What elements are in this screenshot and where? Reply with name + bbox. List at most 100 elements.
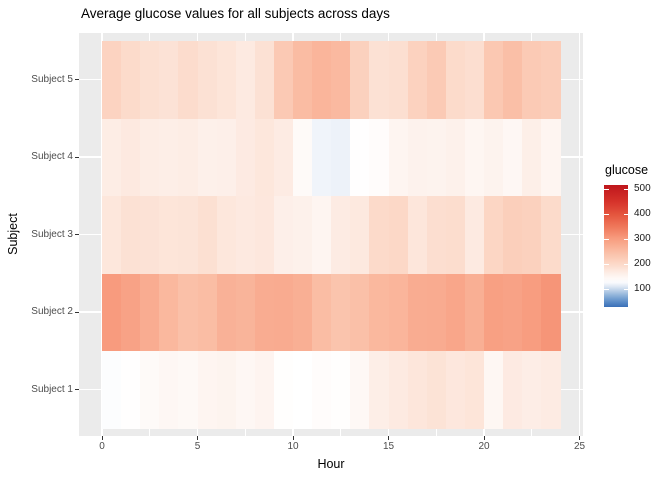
heatmap-cell (121, 273, 141, 352)
heatmap-cell (178, 118, 199, 197)
x-tick-label: 0 (99, 441, 105, 452)
legend-tick-label: 500 (634, 183, 651, 194)
heatmap-cell (178, 273, 199, 352)
legend-tick-mark (623, 189, 628, 190)
legend-tick-mark (604, 239, 609, 240)
heatmap-cell (464, 40, 485, 119)
heatmap-cell (331, 40, 351, 119)
chart-title: Average glucose values for all subjects … (81, 6, 390, 21)
heatmap-cell (273, 118, 294, 197)
heatmap-cell (159, 40, 180, 119)
heatmap-cell (369, 195, 390, 274)
heatmap-cell (541, 118, 562, 197)
heatmap-cell (388, 40, 409, 119)
heatmap-cell (293, 195, 313, 274)
heatmap-cell (407, 118, 428, 197)
heatmap-cell (140, 40, 160, 119)
heatmap-cell (197, 118, 218, 197)
legend-tick-mark (604, 214, 609, 215)
heatmap-cell (484, 350, 504, 429)
heatmap-cell (426, 118, 447, 197)
heatmap-cell (331, 273, 351, 352)
heatmap-cell (350, 350, 371, 429)
heatmap-cell (541, 273, 562, 352)
heatmap-cell (293, 118, 313, 197)
x-tick-label: 15 (382, 441, 395, 452)
heatmap-cell (407, 350, 428, 429)
heatmap-cell (484, 40, 504, 119)
legend-tick-label: 100 (634, 283, 651, 294)
heatmap-cell (197, 40, 218, 119)
legend-tick-mark (623, 239, 628, 240)
heatmap-cell (464, 118, 485, 197)
heatmap-cell (178, 350, 199, 429)
x-tick-label: 20 (478, 441, 490, 452)
heatmap-cell (235, 273, 256, 352)
x-axis-title: Hour (317, 457, 345, 471)
heatmap-cell (426, 40, 447, 119)
heatmap-cell (197, 350, 218, 429)
heatmap-cell (369, 273, 390, 352)
heatmap-cell (541, 195, 562, 274)
heatmap-cell (350, 195, 371, 274)
heatmap-cell (216, 273, 237, 352)
x-tick-label: 25 (573, 441, 586, 452)
heatmap-cell (216, 350, 237, 429)
x-tick-label: 5 (194, 441, 201, 452)
heatmap-cell (312, 195, 332, 274)
x-tick-label: 10 (287, 441, 299, 452)
heatmap-cell (503, 118, 523, 197)
heatmap-cell (235, 350, 256, 429)
plot-panel (79, 33, 583, 436)
heatmap-cell (464, 273, 485, 352)
legend-tick-mark (623, 264, 628, 265)
heatmap-cell (522, 350, 542, 429)
heatmap-cell (522, 40, 542, 119)
heatmap-cell (159, 273, 180, 352)
heatmap-cell (522, 273, 542, 352)
heatmap-cell (102, 195, 122, 274)
heatmap-cell (293, 40, 313, 119)
heatmap-cell (445, 273, 466, 352)
heatmap-cell (369, 350, 390, 429)
heatmap-cell (350, 40, 371, 119)
heatmap-cell (388, 350, 409, 429)
heatmap-cell (178, 40, 199, 119)
heatmap-cell (350, 273, 371, 352)
heatmap-cell (388, 118, 409, 197)
x-tick-mark (579, 436, 580, 440)
legend-tick-mark (604, 289, 609, 290)
heatmap-cell (121, 350, 141, 429)
legend-tick-mark (604, 264, 609, 265)
heatmap-cell (235, 40, 256, 119)
heatmap-cell (140, 350, 160, 429)
y-tick-label: Subject 5 (31, 73, 73, 85)
y-tick-label: Subject 4 (31, 151, 73, 162)
heatmap-cell (159, 118, 180, 197)
heatmap-cell (484, 118, 504, 197)
legend: glucose 500 400 300 200 100 (596, 160, 672, 320)
legend-colorbar (604, 185, 628, 307)
heatmap-cell (312, 118, 332, 197)
heatmap-cell (102, 273, 122, 352)
heatmap-cell (445, 40, 466, 119)
heatmap-cell (312, 40, 332, 119)
heatmap-cell (426, 273, 447, 352)
heatmap-cell (541, 350, 562, 429)
heatmap-cell (197, 195, 218, 274)
heatmap-cell (102, 40, 122, 119)
y-tick-label: Subject 1 (31, 383, 73, 395)
heatmap-cell (331, 350, 351, 429)
heatmap-cell (369, 118, 390, 197)
x-tick-mark (483, 436, 485, 440)
x-tick-mark (292, 436, 294, 440)
heatmap-tiles (102, 40, 562, 429)
legend-tick-mark (604, 189, 609, 190)
heatmap-cell (197, 273, 218, 352)
heatmap-cell (426, 195, 447, 274)
heatmap-cell (254, 118, 275, 197)
heatmap-cell (522, 195, 542, 274)
legend-title: glucose (605, 163, 649, 177)
heatmap-cell (388, 273, 409, 352)
heatmap-cell (312, 273, 332, 352)
